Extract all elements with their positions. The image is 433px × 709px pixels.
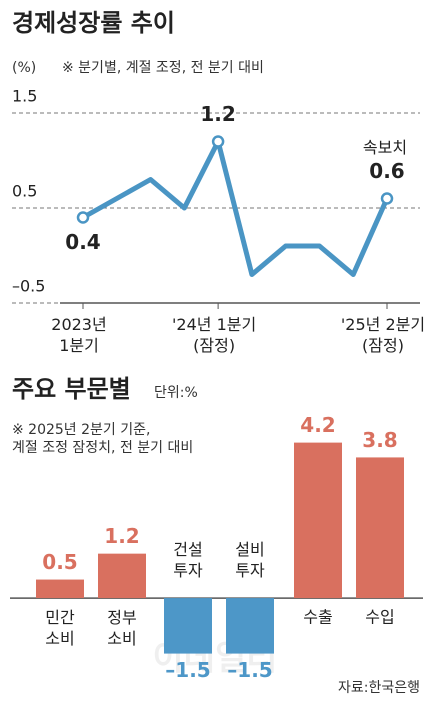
- x-tick-label: 수출: [303, 608, 332, 627]
- marker: [380, 192, 394, 205]
- bar: [226, 598, 274, 654]
- x-tick-label: '25년 2분기 (잠정): [341, 315, 425, 355]
- bar: [98, 553, 146, 599]
- marker: [211, 135, 225, 148]
- line: [81, 139, 390, 277]
- chart-title: 주요 부문별: [12, 375, 131, 403]
- x-tick-label: 정부 소비: [107, 608, 136, 648]
- bar: [356, 457, 404, 599]
- chart-title: 경제성장률 추이: [12, 9, 175, 37]
- bar: [36, 579, 84, 599]
- annotation: 속보치: [363, 138, 407, 157]
- x-tick-label: 민간 소비: [45, 608, 75, 648]
- x-tick-label: 설비 투자: [235, 540, 265, 580]
- bar: [164, 598, 212, 654]
- unit: (%): [12, 60, 36, 76]
- note: ※ 분기별, 계절 조정, 전 분기 대비: [62, 60, 264, 76]
- value-label: –1.5: [227, 658, 272, 682]
- marker: [76, 211, 90, 224]
- y-tick-label: 1.5: [12, 87, 37, 106]
- x-tick-label: '24년 1분기 (잠정): [172, 315, 256, 355]
- value-label: 1.2: [200, 102, 235, 126]
- value-label: 0.4: [65, 230, 100, 254]
- value-label: 4.2: [300, 413, 335, 437]
- unit: 단위:%: [154, 385, 198, 401]
- y-tick-label: –0.5: [12, 277, 45, 296]
- value-label: 1.2: [104, 524, 139, 548]
- value-label: 0.6: [369, 159, 404, 183]
- source: 자료:한국은행: [338, 680, 420, 696]
- x-tick-label: 수입: [365, 608, 394, 627]
- y-tick-label: 0.5: [12, 182, 37, 201]
- note: ※ 2025년 2분기 기준, 계절 조정 잠정치, 전 분기 대비: [12, 422, 193, 456]
- value-label: 0.5: [42, 550, 77, 574]
- value-label: –1.5: [165, 658, 210, 682]
- value-label: 3.8: [362, 428, 397, 452]
- x-tick-label: 2023년 1분기: [51, 315, 106, 355]
- bar: [294, 442, 342, 599]
- x-tick-label: 건설 투자: [173, 540, 203, 580]
